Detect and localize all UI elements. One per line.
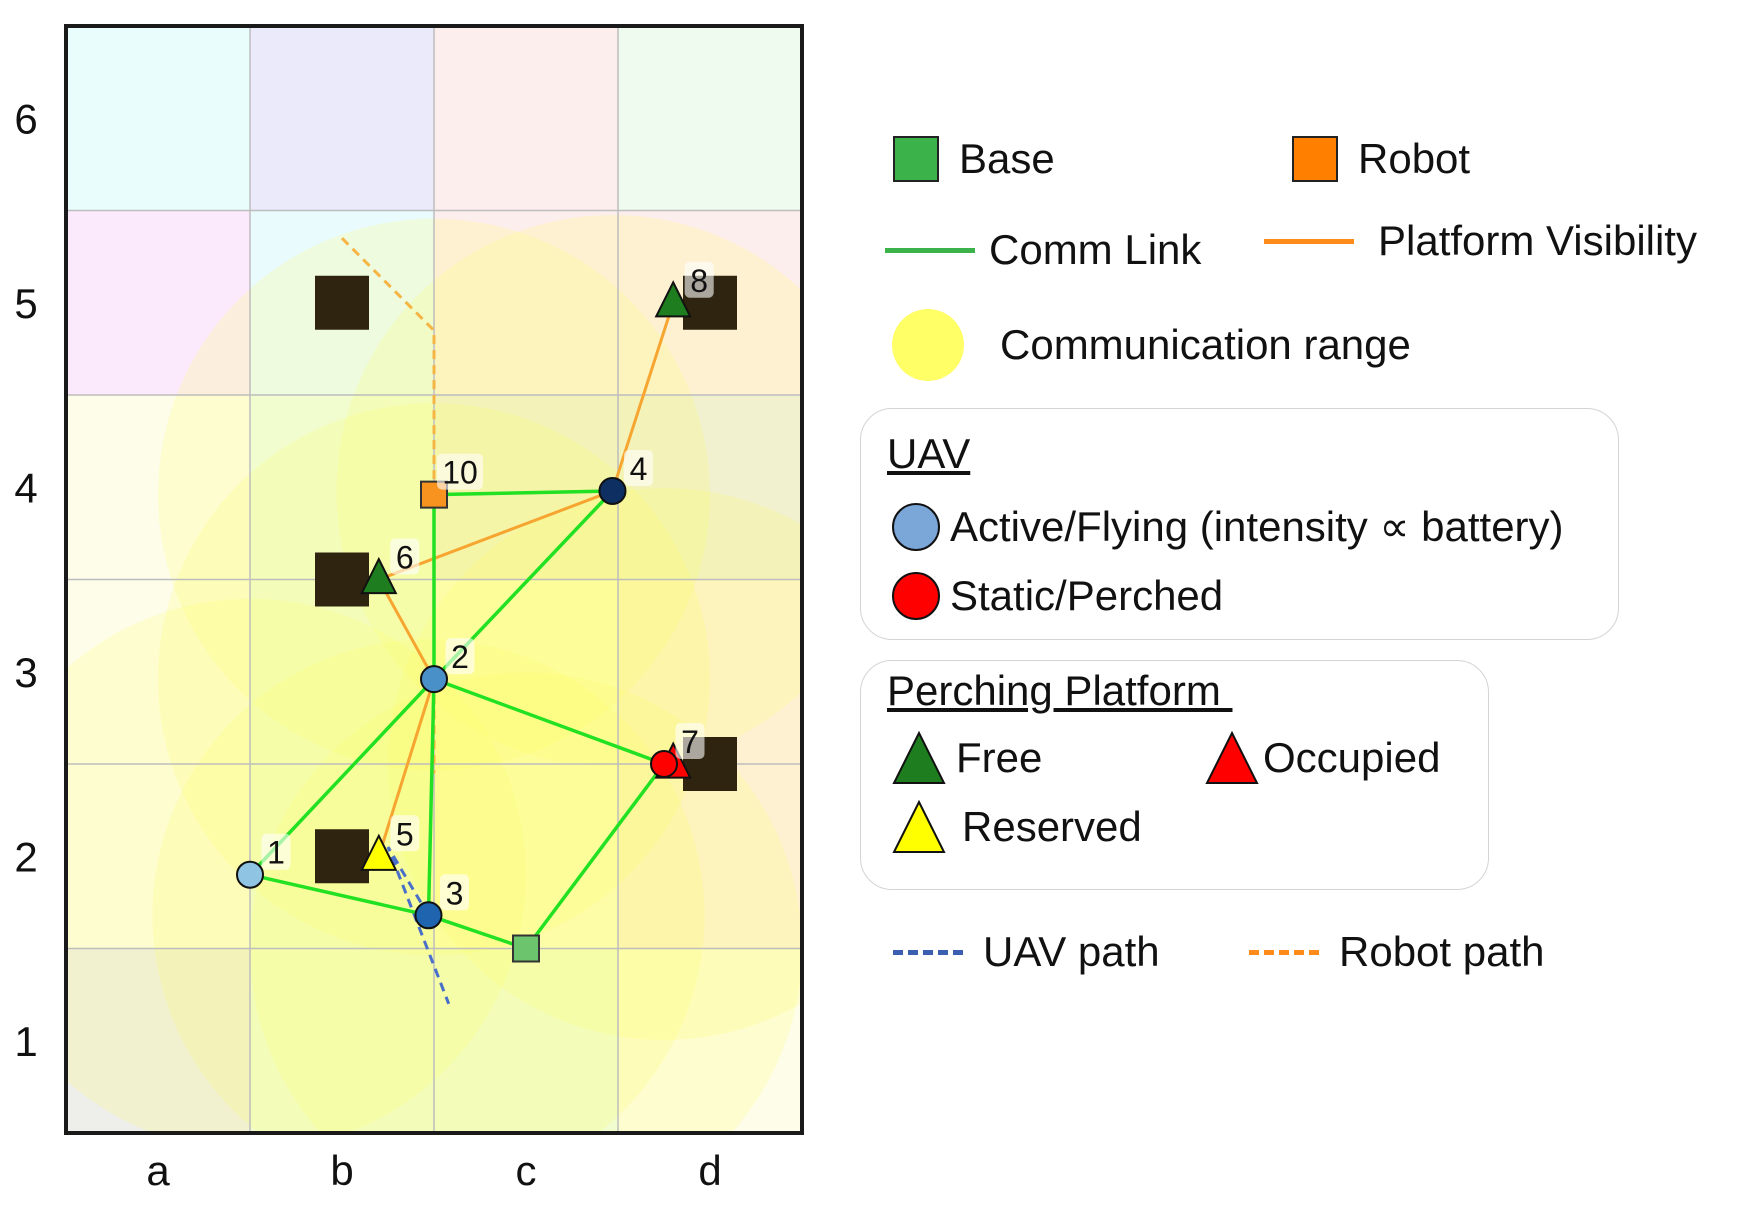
legend-robot-path: Robot path xyxy=(1249,928,1545,976)
reserved-triangle-icon xyxy=(892,800,946,854)
legend-occupied-label: Occupied xyxy=(1263,734,1440,782)
platform-legend-title: Perching Platform xyxy=(887,667,1232,715)
legend-base: Base xyxy=(893,135,1055,183)
legend-communication-range: Communication range xyxy=(892,309,1411,381)
legend-uav-path-label: UAV path xyxy=(983,928,1160,976)
robot-swatch xyxy=(1292,136,1338,182)
legend-robot-path-label: Robot path xyxy=(1339,928,1545,976)
occupied-triangle-icon xyxy=(1205,731,1259,785)
legend-free: Free xyxy=(892,731,1042,785)
legend-platform-visibility: Platform Visibility xyxy=(1264,217,1697,265)
legend-platform-visibility-label: Platform Visibility xyxy=(1378,217,1697,265)
legend-reserved: Reserved xyxy=(892,800,1142,854)
legend-robot: Robot xyxy=(1292,135,1470,183)
legend-occupied: Occupied xyxy=(1205,731,1440,785)
legend-active-flying-label: Active/Flying (intensity ∝ battery) xyxy=(950,502,1564,551)
comm-link-swatch xyxy=(885,248,975,253)
active-uav-swatch xyxy=(892,503,940,551)
uav-legend-title: UAV xyxy=(887,430,970,478)
legend-static-perched-label: Static/Perched xyxy=(950,572,1223,620)
legend-static-perched: Static/Perched xyxy=(892,572,1223,620)
legend-free-label: Free xyxy=(956,734,1042,782)
legend-reserved-label: Reserved xyxy=(962,803,1142,851)
legend-base-label: Base xyxy=(959,135,1055,183)
robot-path-swatch xyxy=(1249,950,1319,955)
uav-path-swatch xyxy=(893,950,963,955)
communication-range-swatch xyxy=(892,309,964,381)
legend-comm-link-label: Comm Link xyxy=(989,226,1201,274)
visibility-link-swatch xyxy=(1264,239,1354,244)
legend-comm-link: Comm Link xyxy=(885,226,1201,274)
base-swatch xyxy=(893,136,939,182)
legend-robot-label: Robot xyxy=(1358,135,1470,183)
free-triangle-icon xyxy=(892,731,946,785)
legend-uav-path: UAV path xyxy=(893,928,1160,976)
perched-uav-swatch xyxy=(892,572,940,620)
legend-active-flying: Active/Flying (intensity ∝ battery) xyxy=(892,502,1564,551)
legend-communication-range-label: Communication range xyxy=(1000,321,1411,369)
